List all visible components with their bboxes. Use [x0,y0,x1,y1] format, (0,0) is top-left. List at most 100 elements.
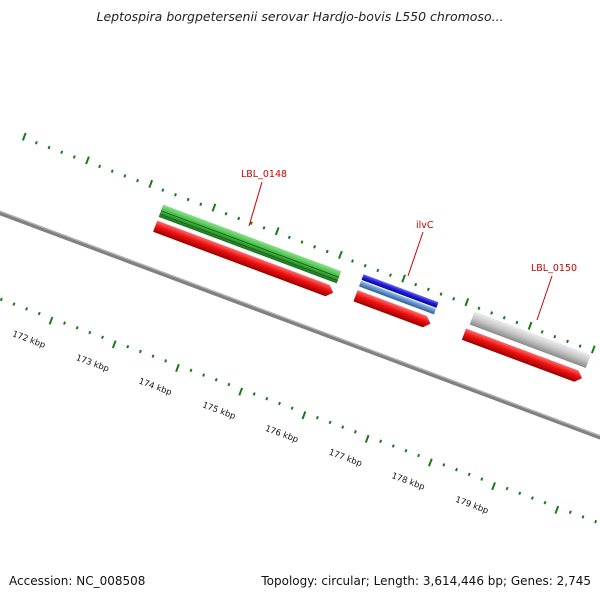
tick-mark [174,193,177,197]
tick-mark [164,359,168,363]
tick-mark [238,387,244,396]
tick-mark [136,178,140,183]
gene-bar-ilvc [361,274,439,308]
feature-arrow-lbl-0150[interactable] [461,328,584,384]
tick-mark [530,496,534,500]
gene-bar-lbl-0150 [469,311,591,368]
tick-mark [527,321,533,330]
tick-mark [300,240,304,244]
callout-line-ilvc [407,231,424,277]
tick-mark [110,169,114,173]
tick-mark [401,274,406,283]
tick-mark [98,164,102,169]
tick-mark [568,510,572,514]
tick-mark [189,368,193,373]
gene-stripe [159,213,338,281]
gene-lbl-0150[interactable] [469,311,591,368]
tick-mark [491,482,496,491]
kbp-label: 174 kbp [137,377,173,398]
accession-label: Accession: NC_008508 [9,574,146,588]
tick-mark [566,339,569,344]
gene-label-lbl-0148[interactable]: LBL_0148 [241,169,287,180]
tick-mark [265,396,269,401]
tick-mark [439,292,443,296]
kbp-label: 173 kbp [74,353,110,374]
tick-mark [594,519,598,524]
tick-mark [313,245,317,249]
gene-callouts: LBL_0148 ilvC LBL_0150 [241,169,577,321]
tick-mark [490,311,494,315]
kbp-label: 178 kbp [390,471,426,492]
kbp-label: 177 kbp [327,448,363,469]
tick-mark [452,297,456,301]
tick-mark [278,401,281,406]
tick-mark [578,344,582,348]
kbp-label: 179 kbp [454,495,490,516]
tick-mark [391,444,395,448]
tick-mark [126,344,130,349]
feature-arrow-lbl-0148[interactable] [153,220,335,299]
tick-mark [63,321,67,325]
backbone-line [0,203,600,447]
feature-arrow-ilvc[interactable] [353,290,432,329]
tick-mark [25,307,29,311]
tick-mark [554,505,560,514]
tick-mark [48,316,54,325]
tick-mark [404,448,408,453]
tick-mark [414,282,418,287]
tick-mark [515,320,519,325]
gene-ilvc[interactable] [359,274,439,315]
tick-mark [581,515,585,519]
tick-mark [442,463,446,467]
tick-mark [21,132,27,141]
tick-mark [186,197,190,202]
tick-mark [252,392,256,396]
tick-mark [262,226,266,230]
topology-label: Topology: circular; Length: 3,614,446 bp… [261,574,591,588]
tick-mark [464,298,470,307]
tick-mark [341,425,345,429]
tick-mark [161,188,165,192]
tick-mark [518,491,522,496]
gene-label-lbl-0150[interactable]: LBL_0150 [531,263,577,274]
tick-mark [88,330,92,335]
tick-mark [353,430,357,434]
tick-mark [12,302,16,306]
tick-mark [47,145,51,150]
tick-mark [199,202,203,207]
gene-bar-ilvc-steel [359,280,437,315]
tick-mark [480,477,484,481]
tick-mark [123,174,127,178]
tick-mark [287,235,291,240]
tick-mark [101,335,104,340]
backbone-highlight [0,203,600,444]
tick-mark [37,311,41,316]
tick-mark [426,287,430,292]
tick-mark [60,150,64,155]
gene-label-ilvc[interactable]: ilvC [416,220,434,231]
inner-tick-row [0,297,598,524]
tick-mark [417,453,421,458]
tick-mark [75,326,79,330]
tick-mark [428,458,433,467]
tick-mark [249,221,253,225]
callout-line-lbl-0148 [248,181,263,227]
tick-mark [227,382,231,387]
tick-mark [274,227,280,236]
tick-mark [363,263,367,268]
tick-mark [214,378,218,382]
tick-mark [111,340,117,349]
tick-mark [175,363,180,373]
gene-lbl-0148[interactable] [158,204,342,284]
callout-line-lbl-0150 [536,275,553,321]
tick-mark [590,345,596,354]
tick-mark [328,420,332,425]
tick-mark [543,500,547,505]
tick-mark [477,306,481,311]
tick-mark [553,334,557,339]
tick-mark [290,406,294,410]
tick-mark [138,349,142,354]
tick-mark [237,216,241,221]
tick-mark [505,486,509,491]
